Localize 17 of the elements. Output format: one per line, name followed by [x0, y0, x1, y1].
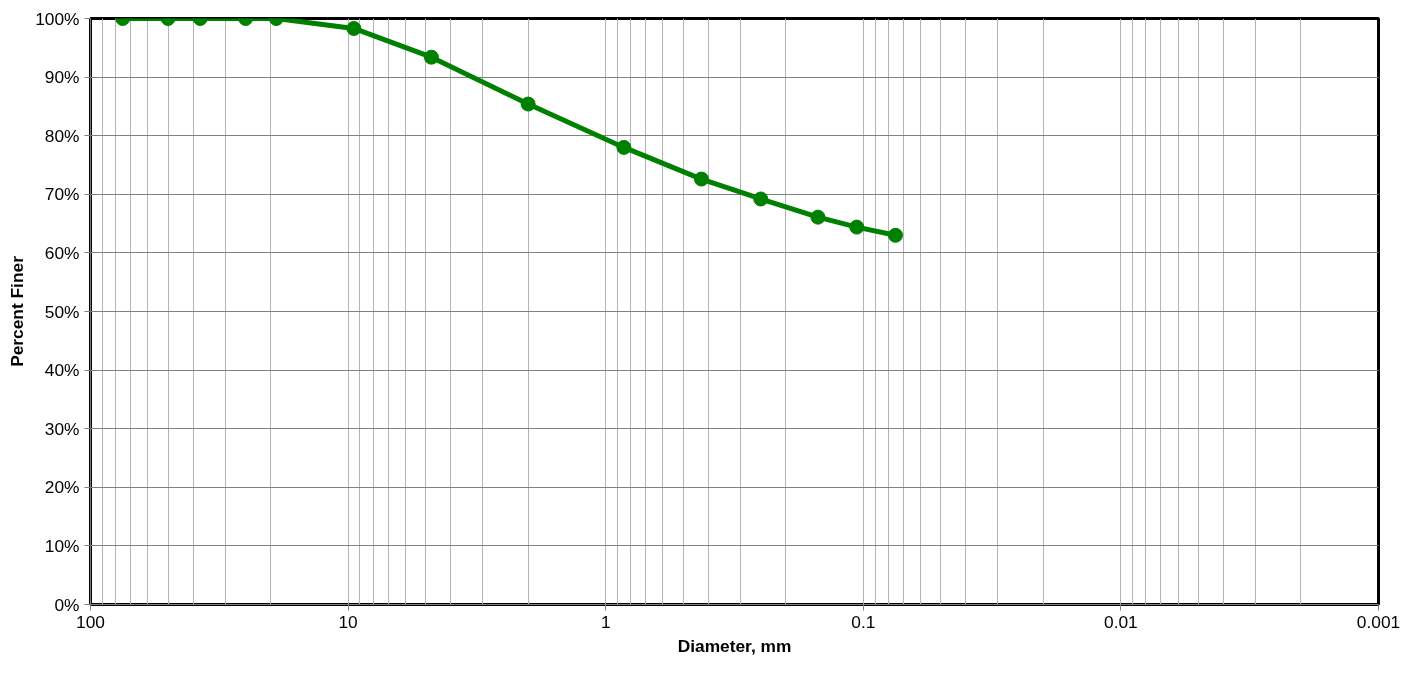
x-tick-label: 0.001: [1356, 611, 1401, 632]
y-tick-label: 100%: [35, 8, 80, 29]
y-tick-label: 70%: [44, 184, 80, 205]
y-tick-label: 90%: [44, 67, 80, 88]
y-tick-label: 10%: [44, 535, 80, 556]
y-tick-label: 20%: [44, 477, 80, 498]
y-tick-label: 80%: [44, 125, 80, 146]
y-axis-title: Percent Finer: [7, 255, 28, 367]
y-tick-label: 50%: [44, 301, 80, 322]
x-tick-label: 1: [600, 611, 611, 632]
y-tick-label: 60%: [44, 242, 80, 263]
x-tick-label: 0.1: [851, 611, 876, 632]
x-axis-title: Diameter, mm: [677, 635, 792, 656]
y-tick-label: 30%: [44, 418, 80, 439]
x-tick-label: 0.01: [1104, 611, 1138, 632]
x-tick-label: 10: [338, 611, 358, 632]
y-tick-label: 40%: [44, 360, 80, 381]
